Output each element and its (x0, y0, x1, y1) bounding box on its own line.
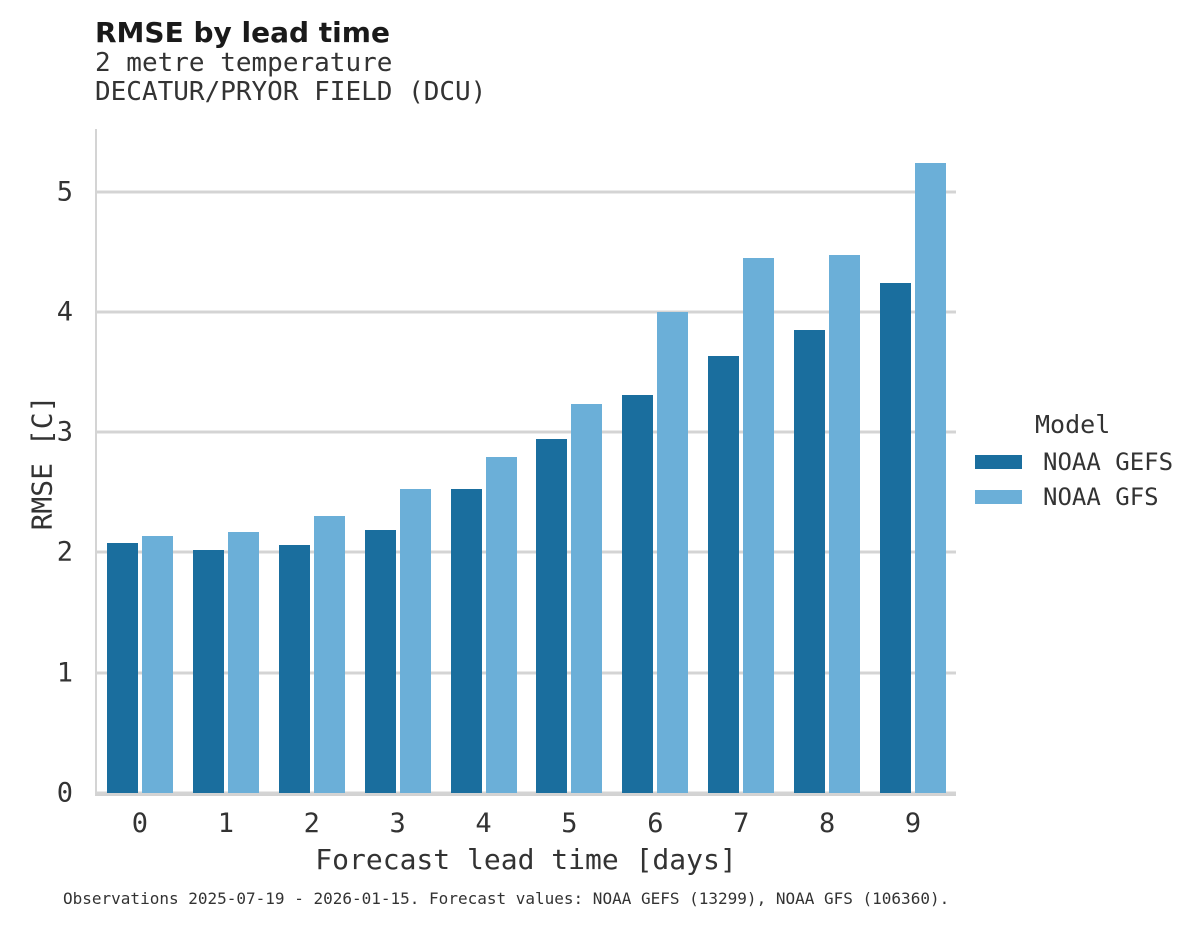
legend-swatch (975, 490, 1022, 504)
y-tick-label: 0 (56, 777, 73, 809)
x-tick-label: 7 (733, 808, 750, 839)
y-gridline (97, 671, 956, 675)
y-tick-label: 1 (56, 657, 73, 689)
x-tick-label: 9 (904, 808, 922, 839)
bar-noaa-gfs (657, 311, 689, 793)
y-gridline (97, 791, 956, 795)
bar-group (784, 129, 870, 793)
chart-title: RMSE by lead time (95, 16, 390, 49)
x-tick-label: 5 (561, 808, 578, 839)
bar-noaa-gfs (141, 535, 173, 793)
bar-group (183, 129, 269, 793)
x-tick-label: 6 (647, 808, 664, 839)
bar-noaa-gfs (829, 255, 861, 793)
chart-subtitle-station: DECATUR/PRYOR FIELD (DCU) (95, 77, 487, 107)
x-tick-label: 1 (217, 808, 234, 839)
bar-noaa-gefs (708, 356, 740, 793)
bar-noaa-gefs (622, 394, 654, 793)
y-gridline (97, 430, 956, 434)
chart-caption: Observations 2025-07-19 - 2026-01-15. Fo… (63, 889, 950, 908)
bar-noaa-gefs (106, 542, 138, 793)
y-tick-label: 3 (56, 416, 73, 448)
bar-noaa-gfs (399, 488, 431, 793)
x-axis-title: Forecast lead time [days] (315, 843, 737, 876)
y-gridline (97, 550, 956, 554)
chart-subtitle-variable: 2 metre temperature (95, 48, 393, 78)
bar-noaa-gfs (227, 531, 259, 793)
bar-group (612, 129, 698, 793)
bar-noaa-gfs (915, 162, 947, 793)
bar-noaa-gefs (192, 550, 224, 793)
legend-item: NOAA GFS (975, 485, 1159, 509)
bar-group (355, 129, 441, 793)
y-axis-title: RMSE [C] (25, 395, 59, 531)
legend-item: NOAA GEFS (975, 450, 1173, 474)
bar-group (269, 129, 355, 793)
bar-group (441, 129, 527, 793)
legend-item-label: NOAA GFS (1043, 483, 1159, 511)
x-tick-label: 0 (131, 808, 149, 839)
x-tick-label: 3 (389, 808, 406, 839)
y-tick-label: 4 (56, 296, 73, 328)
y-gridline (97, 310, 956, 314)
bar-noaa-gefs (880, 282, 912, 793)
legend-title: Model (1035, 410, 1111, 439)
bar-noaa-gefs (278, 545, 310, 793)
y-tick-label: 5 (56, 176, 73, 208)
bar-noaa-gefs (364, 529, 396, 793)
bar-noaa-gefs (794, 329, 826, 793)
bar-noaa-gfs (313, 516, 345, 793)
legend-swatch (975, 455, 1022, 469)
y-gridline (97, 190, 956, 194)
plot-area (95, 129, 956, 796)
y-tick-label: 2 (56, 536, 73, 568)
x-tick-label: 2 (303, 808, 320, 839)
bar-noaa-gefs (536, 439, 568, 793)
bar-noaa-gfs (571, 404, 603, 793)
bar-noaa-gefs (450, 488, 482, 793)
bar-group (870, 129, 956, 793)
bar-noaa-gfs (485, 457, 517, 793)
bar-group (698, 129, 784, 793)
x-tick-label: 8 (819, 808, 836, 839)
bar-noaa-gfs (743, 257, 775, 793)
bar-group (97, 129, 183, 793)
bar-group (527, 129, 613, 793)
x-tick-label: 4 (475, 808, 492, 839)
legend-item-label: NOAA GEFS (1043, 448, 1174, 476)
